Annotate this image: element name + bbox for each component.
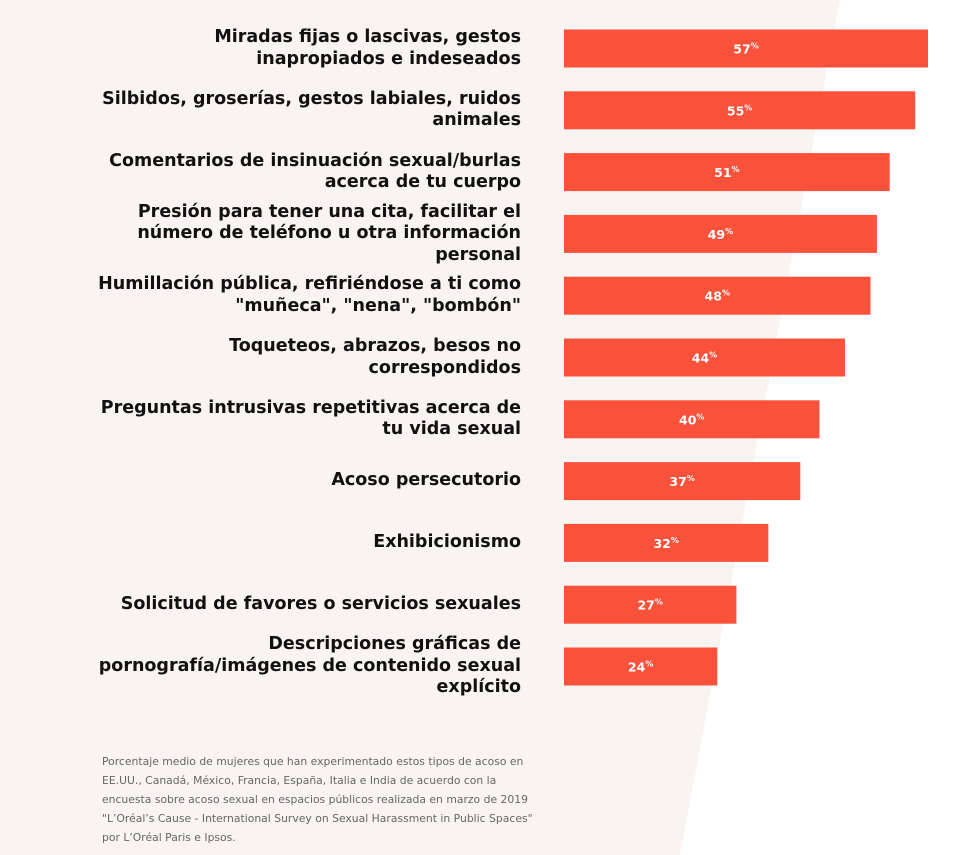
category-label: Descripciones gráficas de pornografía/im… (98, 634, 521, 698)
bar (564, 585, 737, 624)
bar (564, 91, 916, 130)
bar-value-label: 57% (733, 42, 758, 57)
category-label: Solicitud de favores o servicios sexuale… (120, 593, 521, 614)
bar-value-label: 55% (727, 103, 752, 118)
bar-value-label: 27% (637, 598, 662, 613)
bar-value-label: 24% (628, 660, 653, 675)
category-label: Acoso persecutorio (331, 470, 521, 491)
source-footnote: Porcentaje medio de mujeres que han expe… (102, 755, 533, 844)
bar-value-label: 37% (669, 474, 694, 489)
bar-chart: Miradas fijas o lascivas, gestos inaprop… (98, 27, 928, 698)
category-label: Comentarios de insinuación sexual/burlas… (109, 150, 521, 193)
bars-layer: 57% 55% 51% 49% 48% 44% 40% 37% 32% 27% 24% (564, 29, 928, 686)
bar-value-label: 32% (653, 536, 678, 551)
bar (564, 214, 877, 253)
bar (564, 523, 769, 562)
bar-value-label: 48% (705, 289, 730, 304)
bar-value-label: 40% (679, 412, 704, 427)
bar-value-label: 51% (714, 165, 739, 180)
bar (564, 462, 801, 501)
category-label: Silbidos, groserías, gestos labiales, ru… (102, 88, 521, 131)
category-label: Toqueteos, abrazos, besos no correspondi… (229, 336, 521, 378)
bar (564, 338, 845, 377)
bar-value-label: 49% (708, 227, 733, 242)
category-label: Exhibicionismo (373, 532, 521, 553)
bar (564, 647, 718, 686)
category-label: Presión para tener una cita, facilitar e… (137, 201, 521, 265)
category-label: Preguntas intrusivas repetitivas acerca … (100, 397, 521, 440)
bar (564, 153, 890, 192)
category-label: Miradas fijas o lascivas, gestos inaprop… (214, 27, 521, 69)
bar (564, 400, 820, 439)
bar (564, 29, 928, 68)
category-label: Humillación pública, refiriéndose a ti c… (98, 274, 521, 316)
bar (564, 276, 871, 315)
bar-value-label: 44% (692, 351, 717, 366)
